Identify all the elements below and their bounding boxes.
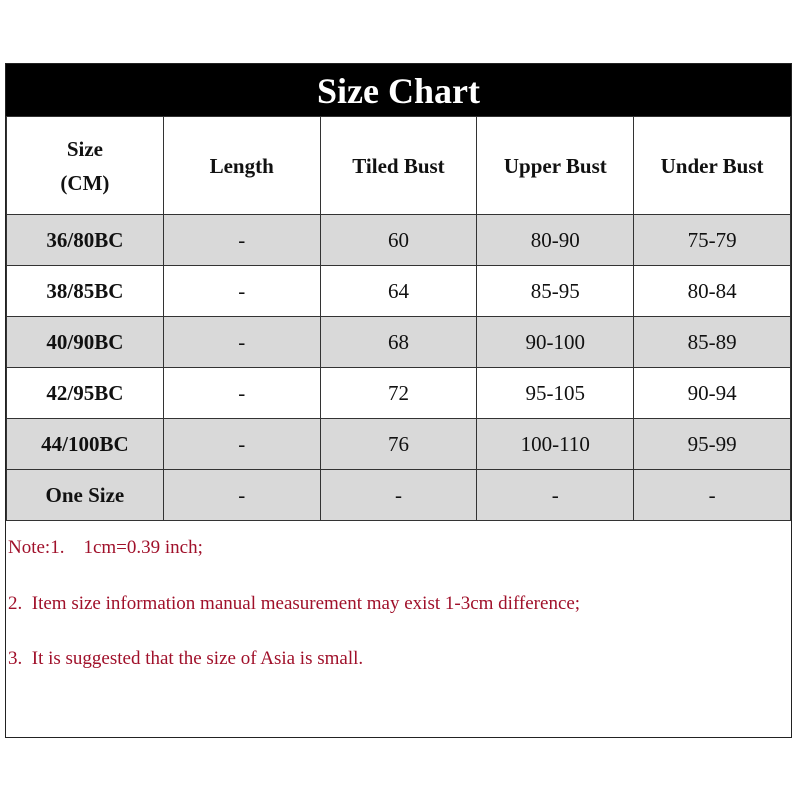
cell-tiled-bust: 64 — [319, 265, 478, 317]
note-3: 3. It is suggested that the size of Asia… — [8, 648, 364, 669]
cell-length: - — [162, 418, 321, 470]
cell-tiled-bust: 72 — [319, 367, 478, 419]
header-length: Length — [162, 116, 321, 215]
table-row: 40/90BC -68 90-100 85-89 — [6, 316, 791, 368]
table-row: 36/80BC -60 80-90 75-79 — [6, 214, 791, 266]
cell-size: 38/85BC — [6, 265, 164, 317]
cell-upper-bust: 90-100 — [476, 316, 635, 368]
cell-under-bust: 90-94 — [633, 367, 791, 419]
note-2: 2. Item size information manual measurem… — [8, 593, 581, 614]
cell-tiled-bust: - — [319, 469, 478, 521]
cell-size: 36/80BC — [6, 214, 164, 266]
size-table: Size (CM) Length Tiled Bust Upper Bust Un… — [6, 116, 791, 521]
note-1: Note:1. 1cm=0.39 inch; — [8, 537, 203, 558]
cell-size: 42/95BC — [6, 367, 164, 419]
cell-tiled-bust: 60 — [319, 214, 478, 266]
cell-under-bust: - — [633, 469, 791, 521]
chart-title: Size Chart — [6, 64, 791, 116]
cell-tiled-bust: 76 — [319, 418, 478, 470]
cell-upper-bust: 95-105 — [476, 367, 635, 419]
header-upper-bust: Upper Bust — [476, 116, 635, 215]
cell-size: 44/100BC — [6, 418, 164, 470]
cell-length: - — [162, 316, 321, 368]
cell-length: - — [162, 214, 321, 266]
table-row: One Size - - - - — [6, 469, 791, 521]
cell-upper-bust: - — [476, 469, 635, 521]
cell-under-bust: 75-79 — [633, 214, 791, 266]
cell-upper-bust: 100-110 — [476, 418, 635, 470]
cell-under-bust: 85-89 — [633, 316, 791, 368]
header-size-label: Size — [66, 136, 103, 161]
table-row: 42/95BC -72 95-105 90-94 — [6, 367, 791, 419]
table-row: 44/100BC -76 100-110 95-99 — [6, 418, 791, 470]
cell-upper-bust: 85-95 — [476, 265, 635, 317]
header-under-bust: Under Bust — [633, 116, 791, 215]
cell-under-bust: 95-99 — [633, 418, 791, 470]
header-size-unit: (CM) — [60, 170, 110, 195]
cell-upper-bust: 80-90 — [476, 214, 635, 266]
table-row: 38/85BC -64 85-95 80-84 — [6, 265, 791, 317]
cell-size: 40/90BC — [6, 316, 164, 368]
header-size: Size (CM) — [6, 116, 164, 215]
size-chart: Size Chart Size (CM) Length Tiled Bust Up… — [5, 63, 792, 738]
cell-length: - — [162, 469, 321, 521]
cell-length: - — [162, 367, 321, 419]
cell-tiled-bust: 68 — [319, 316, 478, 368]
header-tiled-bust: Tiled Bust — [319, 116, 478, 215]
header-row: Size (CM) Length Tiled Bust Upper Bust Un… — [6, 116, 791, 215]
cell-length: - — [162, 265, 321, 317]
cell-size: One Size — [6, 469, 164, 521]
cell-under-bust: 80-84 — [633, 265, 791, 317]
